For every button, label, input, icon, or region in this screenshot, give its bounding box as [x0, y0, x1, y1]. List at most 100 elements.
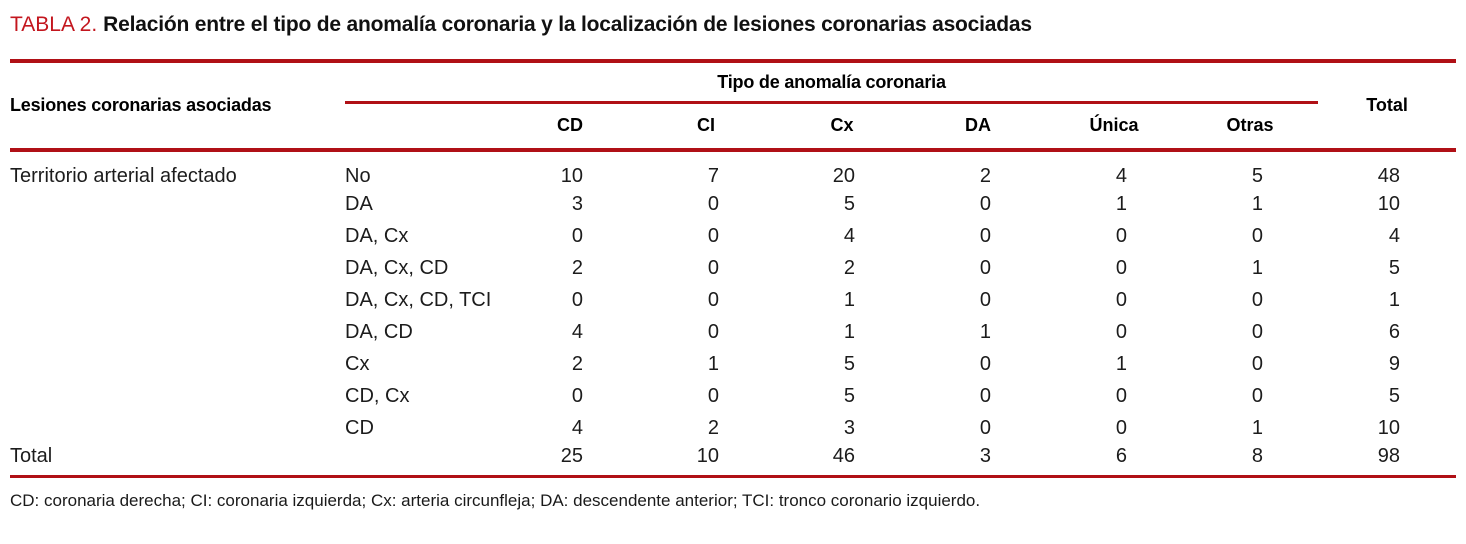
cell-value: 0 — [707, 288, 719, 311]
cell-value: 98 — [1377, 444, 1401, 467]
column-group-header: Tipo de anomalía coronaria — [345, 61, 1319, 104]
cell-value: 6 — [1388, 320, 1401, 343]
cell-value: 0 — [571, 288, 583, 311]
value-cell: 0 — [1046, 316, 1182, 348]
value-cell: 1 — [1046, 348, 1182, 380]
value-cell: 3 — [774, 412, 910, 444]
column-header-única: Única — [1046, 102, 1182, 152]
row-group-cell — [10, 380, 345, 412]
cell-value: 25 — [560, 444, 583, 467]
row-group-cell: Total — [10, 444, 345, 478]
cell-value: 0 — [1115, 416, 1127, 439]
cell-value: 2 — [707, 416, 719, 439]
header-row-subcolumns: CD CI Cx DA Única Otras — [10, 102, 1456, 152]
cell-value: 46 — [832, 444, 855, 467]
value-cell: 4 — [502, 316, 638, 348]
value-cell: 0 — [1046, 252, 1182, 284]
cell-value: 0 — [979, 288, 991, 311]
cell-value: 1 — [1251, 192, 1264, 215]
value-cell: 2 — [502, 252, 638, 284]
value-cell: 7 — [638, 150, 774, 188]
value-cell: 0 — [910, 380, 1046, 412]
table-title: TABLA 2. Relación entre el tipo de anomal… — [10, 12, 1456, 38]
cell-value: 0 — [979, 384, 991, 407]
value-cell: 1 — [910, 316, 1046, 348]
cell-value: 0 — [571, 224, 583, 247]
header-spacer — [345, 102, 502, 152]
column-header-da: DA — [910, 102, 1046, 152]
total-value-cell: 6 — [1318, 316, 1456, 348]
cell-value: 1 — [1251, 256, 1264, 279]
value-cell: 10 — [502, 150, 638, 188]
value-cell: 0 — [1182, 348, 1318, 380]
value-cell: 5 — [774, 380, 910, 412]
value-cell: 5 — [1182, 150, 1318, 188]
lesion-label-cell: DA, Cx, CD — [345, 256, 449, 279]
cell-value: 0 — [1115, 256, 1127, 279]
value-cell: 2 — [774, 252, 910, 284]
table-row: DA, Cx, CD 2 0 2 0 0 1 5 — [10, 252, 1456, 284]
value-cell: 0 — [1182, 380, 1318, 412]
cell-value: 0 — [979, 256, 991, 279]
table-row: Territorio arterial afectado No 10 7 20 2 4 5 48 — [10, 150, 1456, 188]
cell-value: 0 — [1251, 320, 1264, 343]
value-cell: 1 — [1182, 412, 1318, 444]
cell-value: 0 — [1251, 384, 1264, 407]
total-value-cell: 4 — [1318, 220, 1456, 252]
cell-value: 0 — [1115, 384, 1127, 407]
cell-value: 10 — [1377, 416, 1401, 439]
cell-value: 0 — [979, 224, 991, 247]
cell-value: 2 — [979, 165, 991, 187]
value-cell: 0 — [1046, 284, 1182, 316]
value-cell: 4 — [502, 412, 638, 444]
row-group-cell — [10, 348, 345, 380]
cell-value: 1 — [843, 288, 855, 311]
cell-value: 9 — [1388, 352, 1401, 375]
value-cell: 0 — [910, 412, 1046, 444]
value-cell: 0 — [638, 380, 774, 412]
cell-value: 5 — [843, 192, 855, 215]
value-cell: 0 — [638, 284, 774, 316]
value-cell: 1 — [774, 284, 910, 316]
cell-value: 3 — [571, 192, 583, 215]
cell-value: 5 — [1388, 256, 1401, 279]
value-cell: 0 — [1182, 284, 1318, 316]
cell-value: 4 — [1388, 224, 1401, 247]
lesion-label-cell: CD — [345, 416, 374, 439]
table-row: Total 25 10 46 3 6 8 98 — [10, 444, 1457, 478]
column-header-cd: CD — [502, 102, 638, 152]
value-cell: 2 — [910, 150, 1046, 188]
value-cell: 46 — [774, 444, 910, 478]
row-group-cell — [10, 284, 345, 316]
lesion-label-cell: CD, Cx — [345, 384, 410, 407]
row-group-cell — [10, 220, 345, 252]
total-value-cell: 1 — [1318, 284, 1456, 316]
cell-value: 0 — [979, 416, 991, 439]
value-cell: 0 — [502, 380, 638, 412]
value-cell: 0 — [1182, 220, 1318, 252]
cell-value: 0 — [979, 352, 991, 375]
cell-value: 0 — [1115, 224, 1127, 247]
lesion-label-cell: Cx — [345, 352, 370, 375]
column-header-otras: Otras — [1182, 102, 1319, 152]
row-group-cell — [10, 188, 345, 220]
cell-value: 10 — [1377, 192, 1401, 215]
cell-value: 2 — [571, 352, 583, 375]
lesion-label-cell: DA, Cx, CD, TCI — [345, 288, 492, 311]
table-row: DA 3 0 5 0 1 1 10 — [10, 188, 1456, 220]
value-cell: 20 — [774, 150, 910, 188]
lesion-label-cell: DA, Cx — [345, 224, 409, 247]
table-page: TABLA 2. Relación entre el tipo de anomal… — [10, 12, 1457, 510]
cell-value: 8 — [1251, 444, 1264, 467]
value-cell: 0 — [638, 252, 774, 284]
cell-value: 3 — [843, 416, 855, 439]
lesion-label-cell — [345, 444, 502, 478]
total-value-cell: 10 — [1318, 188, 1456, 220]
cell-value: 0 — [1251, 224, 1264, 247]
table-row: Cx 2 1 5 0 1 0 9 — [10, 348, 1456, 380]
cell-value: 0 — [707, 224, 719, 247]
table-body: Territorio arterial afectado No 10 7 20 2 4 5 48… — [10, 150, 1457, 478]
value-cell: 4 — [1046, 150, 1182, 188]
value-cell: 25 — [502, 444, 638, 478]
cell-value: 1 — [1388, 288, 1401, 311]
